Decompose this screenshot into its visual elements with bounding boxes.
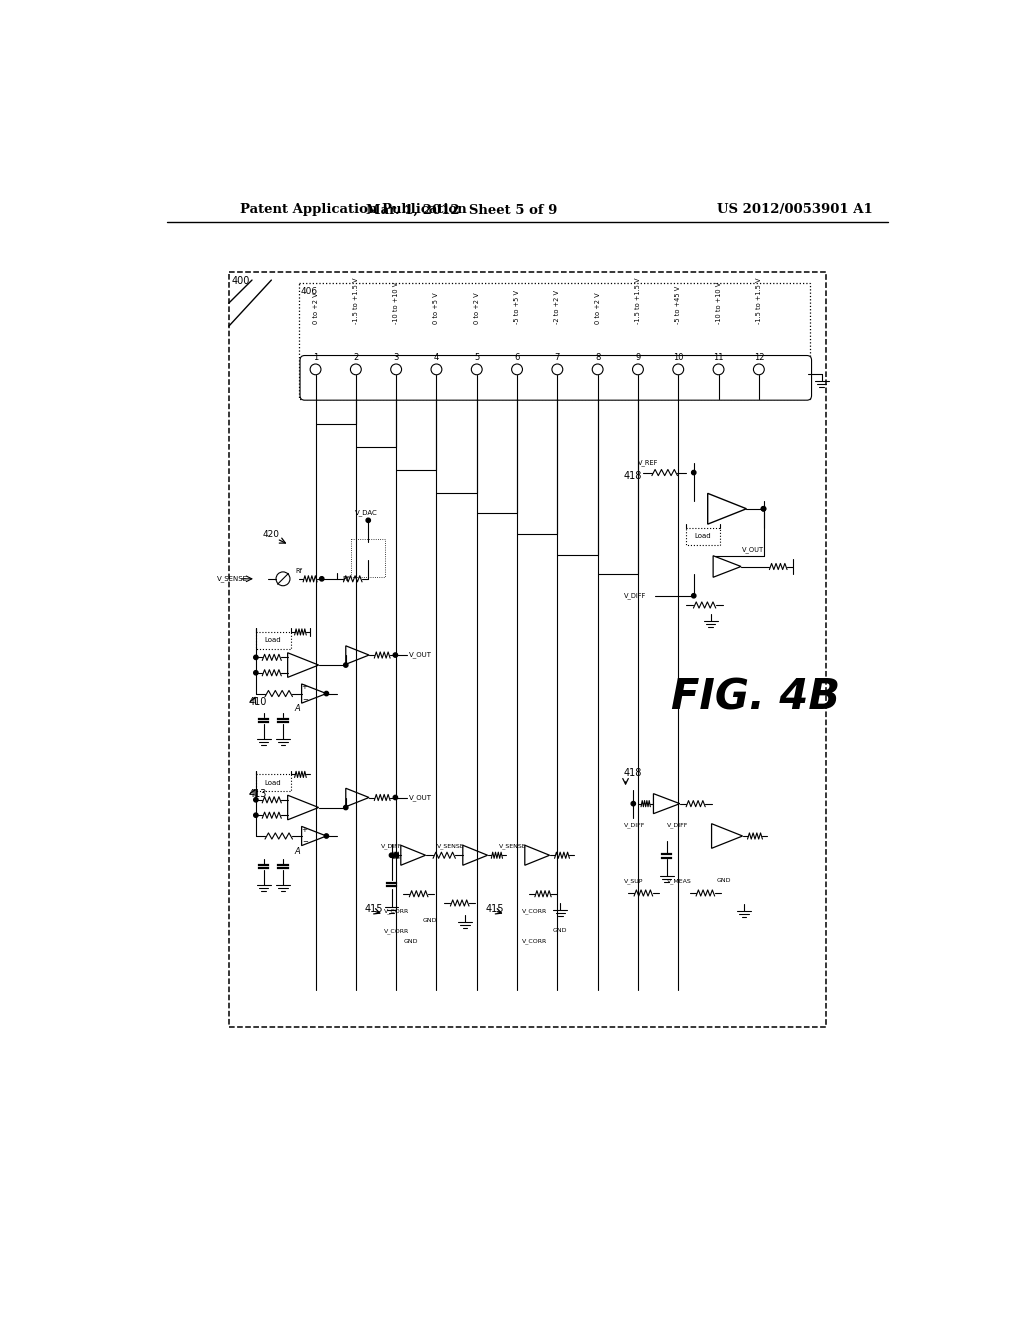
Text: GND: GND bbox=[553, 928, 567, 933]
Text: 6: 6 bbox=[514, 352, 520, 362]
Circle shape bbox=[254, 813, 258, 817]
FancyBboxPatch shape bbox=[300, 355, 812, 400]
Text: V_CORR: V_CORR bbox=[384, 928, 409, 933]
Text: 0 to +2 V: 0 to +2 V bbox=[595, 292, 601, 323]
Text: V_OUT: V_OUT bbox=[409, 652, 431, 659]
Text: 400: 400 bbox=[231, 276, 250, 286]
Text: 5: 5 bbox=[474, 352, 479, 362]
Text: V_OUT: V_OUT bbox=[741, 546, 764, 553]
Circle shape bbox=[325, 692, 329, 696]
Circle shape bbox=[691, 594, 696, 598]
Text: 4: 4 bbox=[434, 352, 439, 362]
Circle shape bbox=[319, 577, 324, 581]
Text: 406: 406 bbox=[301, 286, 317, 296]
Text: Rf: Rf bbox=[343, 576, 349, 582]
Text: 7: 7 bbox=[555, 352, 560, 362]
Text: V_CORR: V_CORR bbox=[384, 908, 409, 913]
Text: -1.5 to +1.5 V: -1.5 to +1.5 V bbox=[756, 277, 762, 323]
Text: 415: 415 bbox=[365, 904, 383, 915]
Text: 0 to +5 V: 0 to +5 V bbox=[433, 292, 439, 323]
Bar bbox=[351, 539, 385, 577]
Text: 420: 420 bbox=[262, 529, 280, 539]
Text: V_REF: V_REF bbox=[638, 459, 658, 466]
Text: V_SUP: V_SUP bbox=[624, 878, 643, 883]
Circle shape bbox=[761, 507, 766, 511]
Circle shape bbox=[344, 663, 348, 667]
Text: 415: 415 bbox=[486, 904, 505, 915]
Text: 12: 12 bbox=[754, 352, 764, 362]
Circle shape bbox=[325, 834, 329, 838]
Text: 410: 410 bbox=[248, 697, 266, 708]
Text: V_SENSE: V_SENSE bbox=[499, 843, 526, 849]
Text: 3: 3 bbox=[393, 352, 398, 362]
Text: GND: GND bbox=[423, 919, 437, 923]
Text: A: A bbox=[294, 847, 300, 855]
Text: V_DIFF: V_DIFF bbox=[381, 843, 402, 849]
Text: 0 to +2 V: 0 to +2 V bbox=[474, 292, 480, 323]
Circle shape bbox=[691, 470, 696, 475]
Text: −: − bbox=[302, 697, 307, 702]
Text: +: + bbox=[302, 826, 307, 833]
Text: 1: 1 bbox=[313, 352, 318, 362]
Text: 10: 10 bbox=[673, 352, 683, 362]
Text: −: − bbox=[302, 840, 307, 845]
Circle shape bbox=[344, 805, 348, 809]
Text: -5 to +5 V: -5 to +5 V bbox=[514, 290, 520, 323]
Bar bbox=[256, 775, 291, 791]
Circle shape bbox=[254, 671, 258, 675]
Text: Mar. 1, 2012  Sheet 5 of 9: Mar. 1, 2012 Sheet 5 of 9 bbox=[366, 203, 557, 216]
Text: 0 to +2 V: 0 to +2 V bbox=[312, 292, 318, 323]
Text: FIG. 4B: FIG. 4B bbox=[671, 676, 841, 718]
Bar bbox=[228, 272, 825, 1027]
Circle shape bbox=[254, 655, 258, 660]
Bar bbox=[256, 632, 291, 649]
Text: -10 to +10 V: -10 to +10 V bbox=[393, 281, 399, 323]
Text: US 2012/0053901 A1: US 2012/0053901 A1 bbox=[717, 203, 872, 216]
Circle shape bbox=[631, 801, 636, 805]
Text: 8: 8 bbox=[595, 352, 600, 362]
Text: 11: 11 bbox=[714, 352, 724, 362]
Text: V_SENSE: V_SENSE bbox=[217, 576, 248, 582]
Text: -5 to +45 V: -5 to +45 V bbox=[675, 285, 681, 323]
Bar bbox=[299, 284, 810, 399]
Text: Patent Application Publication: Patent Application Publication bbox=[241, 203, 467, 216]
Circle shape bbox=[367, 570, 371, 574]
Text: V_MEAS: V_MEAS bbox=[667, 878, 691, 883]
Text: 418: 418 bbox=[624, 768, 642, 777]
Circle shape bbox=[393, 796, 397, 800]
Text: -2 to +2 V: -2 to +2 V bbox=[554, 290, 560, 323]
Text: 413: 413 bbox=[248, 788, 266, 799]
Text: -10 to +10 V: -10 to +10 V bbox=[716, 281, 722, 323]
Text: -1.5 to +1.5 V: -1.5 to +1.5 V bbox=[353, 277, 358, 323]
Bar bbox=[686, 528, 720, 545]
Text: V_OUT: V_OUT bbox=[409, 795, 431, 801]
Text: +: + bbox=[302, 684, 307, 690]
Circle shape bbox=[254, 797, 258, 803]
Text: A: A bbox=[294, 705, 300, 713]
Text: -1.5 to +1.5 V: -1.5 to +1.5 V bbox=[635, 277, 641, 323]
Circle shape bbox=[393, 653, 397, 657]
Text: Load: Load bbox=[694, 533, 712, 540]
Text: V_DIFF: V_DIFF bbox=[624, 593, 646, 599]
Text: V_DIFF: V_DIFF bbox=[624, 822, 645, 828]
Text: Load: Load bbox=[264, 638, 282, 643]
Text: V_DAC: V_DAC bbox=[355, 510, 378, 516]
Text: Load: Load bbox=[264, 780, 282, 785]
Text: V_CORR: V_CORR bbox=[521, 908, 547, 913]
Text: 9: 9 bbox=[635, 352, 641, 362]
Text: Rf: Rf bbox=[295, 568, 302, 574]
Circle shape bbox=[389, 853, 393, 858]
Text: V_SENSE: V_SENSE bbox=[436, 843, 464, 849]
Text: 2: 2 bbox=[353, 352, 358, 362]
Text: GND: GND bbox=[717, 878, 731, 883]
Text: GND: GND bbox=[403, 939, 418, 944]
Text: V_DIFF: V_DIFF bbox=[667, 822, 688, 828]
Text: 418: 418 bbox=[624, 471, 642, 480]
Text: V_CORR: V_CORR bbox=[521, 939, 547, 944]
Circle shape bbox=[761, 507, 766, 511]
Circle shape bbox=[367, 519, 371, 523]
